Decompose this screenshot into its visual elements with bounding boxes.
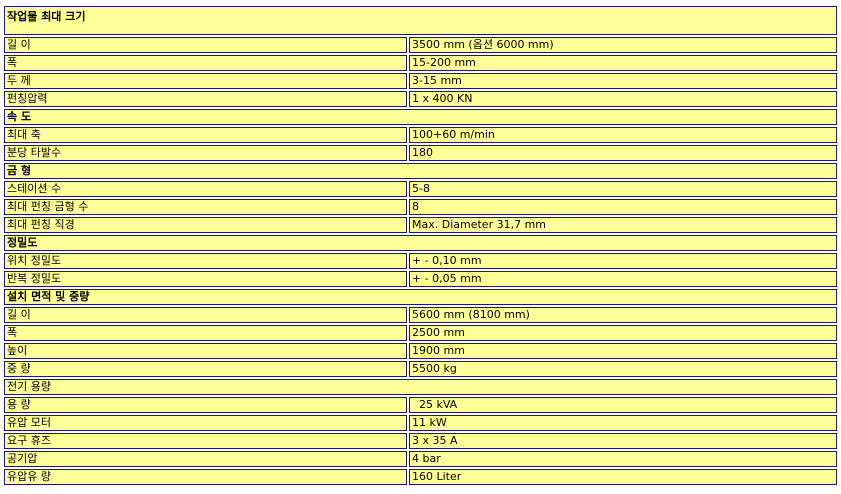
section-row: 금 형 bbox=[4, 163, 837, 179]
spec-value: 160 Liter bbox=[409, 469, 837, 485]
spec-value: 3 x 35 A bbox=[409, 433, 837, 449]
section-title: 전기 용량 bbox=[4, 379, 837, 395]
section-row: 전기 용량 bbox=[4, 379, 837, 395]
spec-value: 100+60 m/min bbox=[409, 127, 837, 143]
spec-row: 공기압 4 bar bbox=[4, 451, 837, 467]
section-row: 정밀도 bbox=[4, 235, 837, 251]
spec-value: 3500 mm (옵션 6000 mm) bbox=[409, 37, 837, 53]
spec-label: 길 이 bbox=[4, 37, 407, 53]
spec-label: 폭 bbox=[4, 325, 407, 341]
spec-label: 최대 펀칭 금형 수 bbox=[4, 199, 407, 215]
spec-label: 유압 모터 bbox=[4, 415, 407, 431]
spec-row: 길 이 3500 mm (옵션 6000 mm) bbox=[4, 37, 837, 53]
section-row: 속 도 bbox=[4, 109, 837, 125]
section-title: 설치 면적 및 중량 bbox=[4, 289, 837, 305]
section-row: 설치 면적 및 중량 bbox=[4, 289, 837, 305]
spec-value: + - 0,05 mm bbox=[409, 271, 837, 287]
spec-value: 3-15 mm bbox=[409, 73, 837, 89]
spec-row: 길 이 5600 mm (8100 mm) bbox=[4, 307, 837, 323]
spec-value: 2500 mm bbox=[409, 325, 837, 341]
spec-value: + - 0,10 mm bbox=[409, 253, 837, 269]
spec-value: 180 bbox=[409, 145, 837, 161]
spec-label: 폭 bbox=[4, 55, 407, 71]
spec-value: 25 kVA bbox=[409, 397, 837, 413]
spec-value: 5500 kg bbox=[409, 361, 837, 377]
spec-value: 15-200 mm bbox=[409, 55, 837, 71]
spec-row: 반복 정밀도 + - 0,05 mm bbox=[4, 271, 837, 287]
spec-label: 높이 bbox=[4, 343, 407, 359]
spec-value: 4 bar bbox=[409, 451, 837, 467]
section-title: 정밀도 bbox=[4, 235, 837, 251]
spec-row: 스테이션 수 5-8 bbox=[4, 181, 837, 197]
spec-label: 길 이 bbox=[4, 307, 407, 323]
spec-value: 1900 mm bbox=[409, 343, 837, 359]
spec-row: 두 께 3-15 mm bbox=[4, 73, 837, 89]
spec-row: 용 량 25 kVA bbox=[4, 397, 837, 413]
spec-label: 중 량 bbox=[4, 361, 407, 377]
spec-row: 폭 2500 mm bbox=[4, 325, 837, 341]
spec-row: 중 량 5500 kg bbox=[4, 361, 837, 377]
spec-value: 8 bbox=[409, 199, 837, 215]
spec-row: 최대 축 100+60 m/min bbox=[4, 127, 837, 143]
spec-label: 공기압 bbox=[4, 451, 407, 467]
spec-row: 폭 15-200 mm bbox=[4, 55, 837, 71]
spec-row: 펀칭압력 1 x 400 KN bbox=[4, 91, 837, 107]
spec-row: 최대 펀칭 직경 Max. Diameter 31,7 mm bbox=[4, 217, 837, 233]
spec-row: 분당 타발수 180 bbox=[4, 145, 837, 161]
spec-label: 두 께 bbox=[4, 73, 407, 89]
spec-label: 용 량 bbox=[4, 397, 407, 413]
spec-row: 유압 모터 11 kW bbox=[4, 415, 837, 431]
spec-value: 5600 mm (8100 mm) bbox=[409, 307, 837, 323]
section-row: 작업물 최대 크기 bbox=[4, 6, 837, 35]
section-title: 속 도 bbox=[4, 109, 837, 125]
section-title: 작업물 최대 크기 bbox=[4, 6, 837, 35]
spec-label: 요구 휴즈 bbox=[4, 433, 407, 449]
spec-row: 요구 휴즈 3 x 35 A bbox=[4, 433, 837, 449]
spec-label: 분당 타발수 bbox=[4, 145, 407, 161]
spec-label: 펀칭압력 bbox=[4, 91, 407, 107]
spec-value: Max. Diameter 31,7 mm bbox=[409, 217, 837, 233]
spec-value: 1 x 400 KN bbox=[409, 91, 837, 107]
spec-row: 높이 1900 mm bbox=[4, 343, 837, 359]
spec-value: 11 kW bbox=[409, 415, 837, 431]
spec-label: 최대 축 bbox=[4, 127, 407, 143]
spec-row: 위치 정밀도 + - 0,10 mm bbox=[4, 253, 837, 269]
spec-label: 최대 펀칭 직경 bbox=[4, 217, 407, 233]
spec-label: 스테이션 수 bbox=[4, 181, 407, 197]
spec-row: 유압유 량 160 Liter bbox=[4, 469, 837, 485]
section-title: 금 형 bbox=[4, 163, 837, 179]
spec-label: 반복 정밀도 bbox=[4, 271, 407, 287]
spec-label: 위치 정밀도 bbox=[4, 253, 407, 269]
spec-value: 5-8 bbox=[409, 181, 837, 197]
spec-label: 유압유 량 bbox=[4, 469, 407, 485]
spec-table: 작업물 최대 크기 길 이 3500 mm (옵션 6000 mm) 폭 15-200 … bbox=[2, 4, 839, 487]
